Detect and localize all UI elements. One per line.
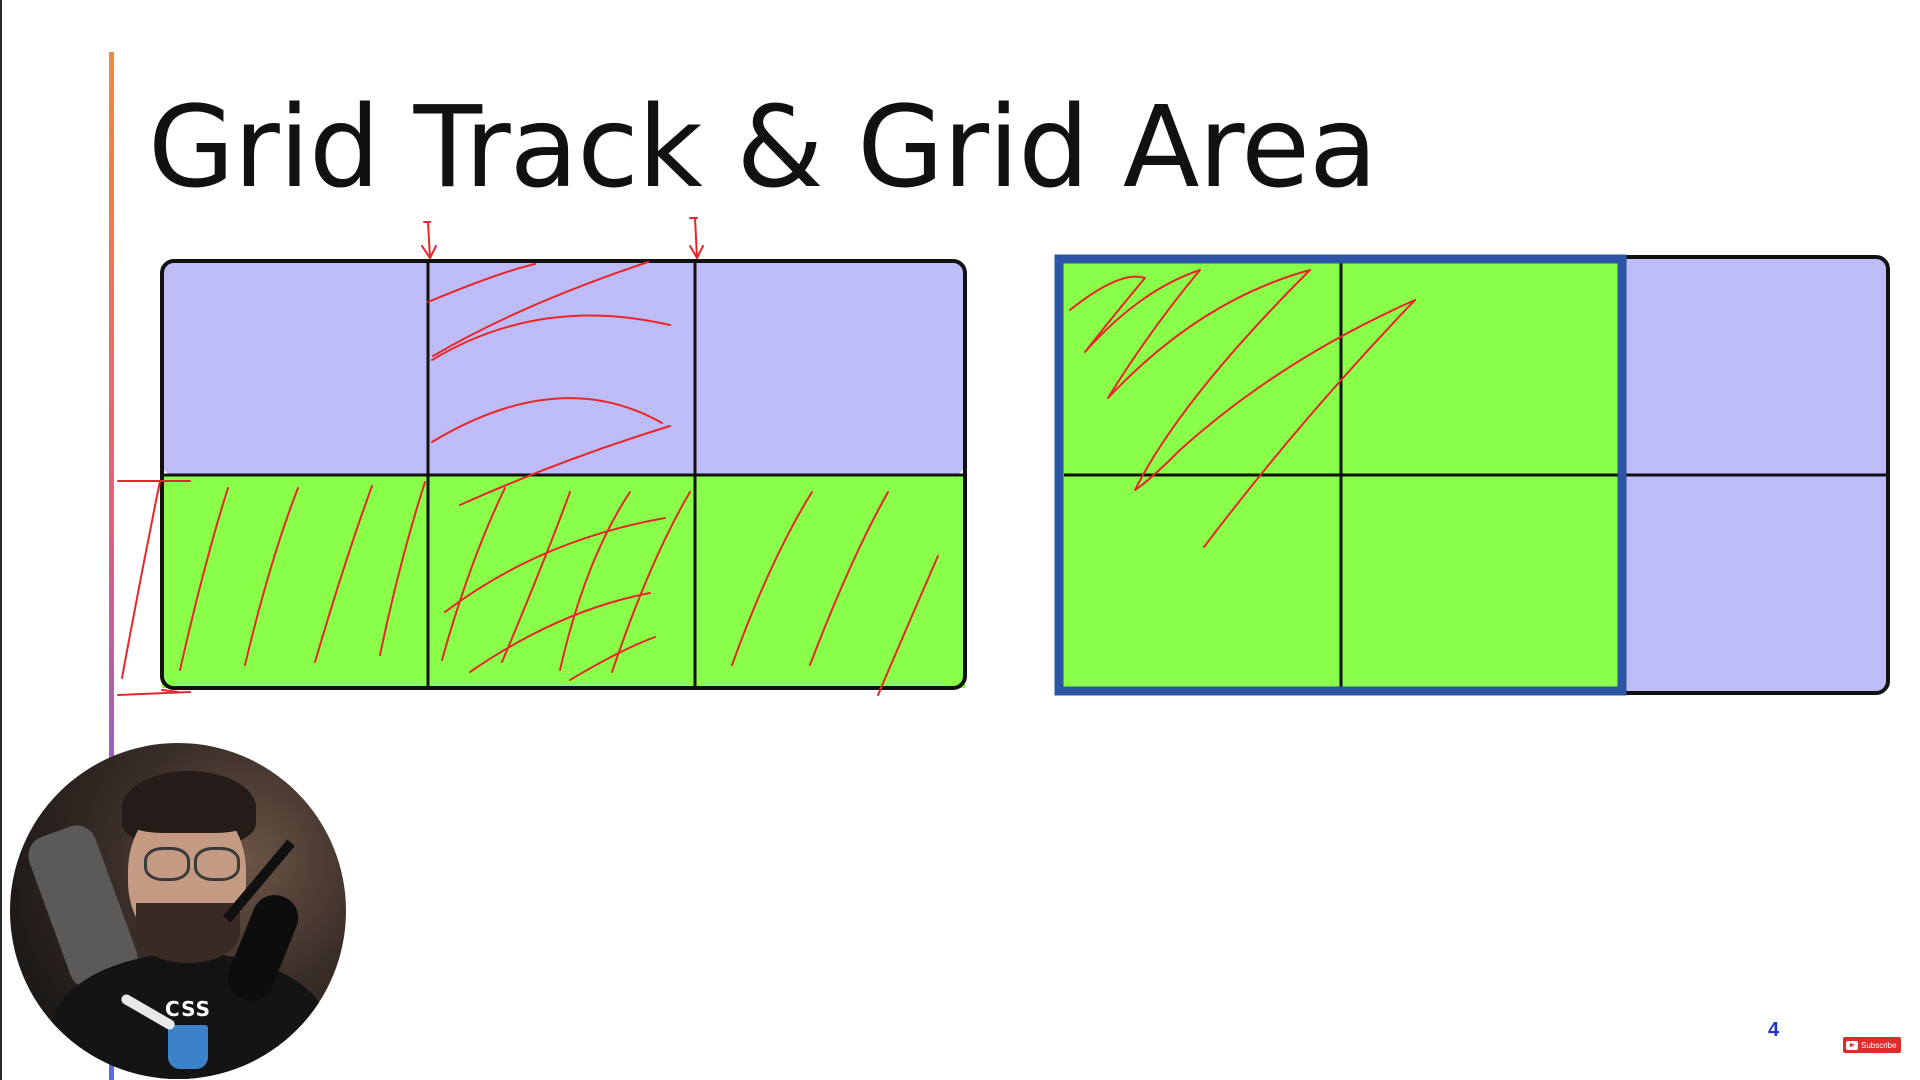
presenter-webcam: CSS bbox=[10, 743, 346, 1079]
slide-left-edge bbox=[0, 0, 2, 1080]
webcam-glasses bbox=[140, 847, 240, 881]
area-scribble bbox=[1069, 269, 1416, 548]
css-shield-icon bbox=[168, 1025, 208, 1069]
column-marker-arrow-2 bbox=[689, 217, 704, 259]
youtube-play-icon bbox=[1846, 1040, 1858, 1050]
column-marker-arrow-1 bbox=[421, 221, 437, 259]
row-marker-bracket bbox=[117, 480, 191, 696]
hatch-bottom-left bbox=[179, 481, 426, 671]
annotation-strokes bbox=[117, 217, 1416, 696]
page-number: 4 bbox=[1768, 1019, 1780, 1041]
slide-accent-line bbox=[109, 52, 114, 1080]
hatch-top-middle bbox=[427, 261, 671, 506]
hatch-bottom-right bbox=[731, 491, 939, 696]
webcam-beard bbox=[136, 903, 240, 963]
subscribe-button[interactable]: Subscribe bbox=[1843, 1037, 1901, 1053]
hatch-bottom-middle bbox=[441, 487, 691, 681]
grid-area-diagram bbox=[1054, 254, 1890, 696]
slide-title: Grid Track & Grid Area bbox=[148, 83, 1378, 213]
css-shirt-logo: CSS bbox=[160, 997, 216, 1069]
area-highlight-border bbox=[1054, 254, 1627, 696]
grid-track-diagram bbox=[160, 259, 967, 690]
subscribe-label: Subscribe bbox=[1861, 1040, 1897, 1050]
track-row-top bbox=[162, 261, 965, 475]
